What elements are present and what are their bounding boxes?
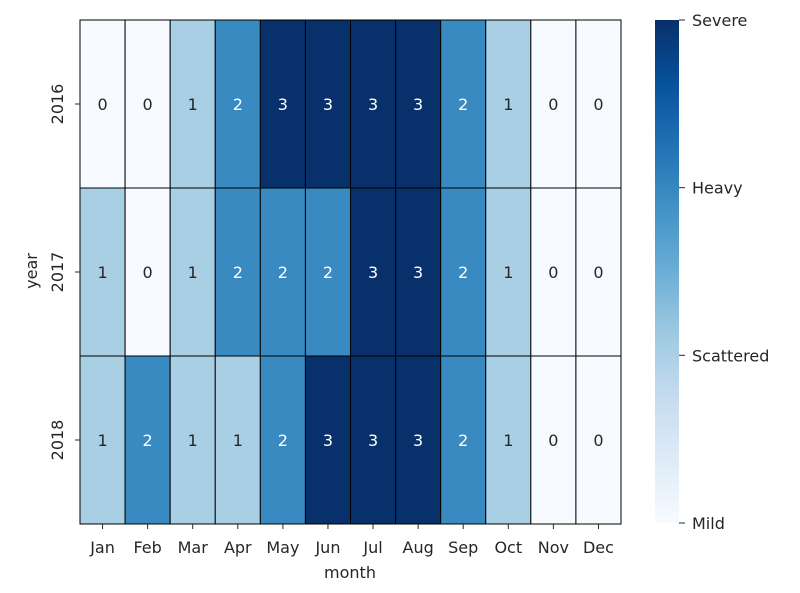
cell-value-label: 2 xyxy=(233,263,243,282)
x-tick-label: Sep xyxy=(448,538,478,557)
cell-value-label: 1 xyxy=(503,431,513,450)
heatmap-cell xyxy=(214,355,261,525)
cell-value-label: 1 xyxy=(97,431,107,450)
heatmap-cell xyxy=(530,355,577,525)
heatmap-cell xyxy=(124,187,171,357)
heatmap-cell xyxy=(214,19,261,189)
cell-value-label: 2 xyxy=(458,95,468,114)
y-tick-label: 2016 xyxy=(48,84,67,125)
y-tick-label: 2018 xyxy=(48,420,67,461)
x-axis: Jan Feb Mar Apr May Jun Jul Aug Sep Oct Nov Dec xyxy=(89,524,614,557)
cell-value-label: 3 xyxy=(368,431,378,450)
heatmap-cell xyxy=(350,355,397,525)
x-tick-label: Feb xyxy=(133,538,161,557)
cell-value-label: 3 xyxy=(278,95,288,114)
cell-value-label: 3 xyxy=(413,95,423,114)
x-tick-label: Aug xyxy=(403,538,434,557)
cell-value-label: 0 xyxy=(97,95,107,114)
heatmap-cell xyxy=(530,187,577,357)
cell-value-label: 0 xyxy=(548,95,558,114)
colorbar-tick-label: Severe xyxy=(692,11,747,30)
cell-value-label: 0 xyxy=(143,95,153,114)
colorbar-gradient xyxy=(655,20,679,523)
cell-value-label: 2 xyxy=(458,263,468,282)
cell-value-label: 2 xyxy=(278,431,288,450)
heatmap-cell xyxy=(440,187,487,357)
cell-value-label: 1 xyxy=(503,263,513,282)
x-tick-label: Oct xyxy=(494,538,522,557)
x-tick-label: Nov xyxy=(538,538,569,557)
heatmap-cell xyxy=(575,355,622,525)
heatmap-cell xyxy=(79,19,126,189)
heatmap-cell xyxy=(575,187,622,357)
x-tick-label: Apr xyxy=(224,538,252,557)
cell-value-label: 0 xyxy=(593,95,603,114)
cell-value-label: 3 xyxy=(323,431,333,450)
cell-value-label: 1 xyxy=(233,431,243,450)
heatmap-cell xyxy=(259,355,306,525)
y-tick-label: 2017 xyxy=(48,252,67,293)
colorbar-tick-label: Mild xyxy=(692,514,725,533)
heatmap-cell xyxy=(124,19,171,189)
heatmap-cell xyxy=(304,187,351,357)
x-tick-label: Jun xyxy=(314,538,340,557)
heatmap-cell xyxy=(350,187,397,357)
cell-value-label: 3 xyxy=(323,95,333,114)
cell-value-label: 2 xyxy=(458,431,468,450)
colorbar-tick-label: Scattered xyxy=(692,346,769,365)
heatmap-cell xyxy=(485,19,532,189)
y-axis: 2016 2017 2018 xyxy=(48,84,80,461)
heatmap-cell xyxy=(259,187,306,357)
heatmap-cell xyxy=(395,187,442,357)
cell-value-label: 1 xyxy=(188,431,198,450)
cell-value-label: 1 xyxy=(503,95,513,114)
heatmap-cell xyxy=(395,19,442,189)
cell-value-label: 3 xyxy=(413,431,423,450)
x-tick-label: Mar xyxy=(178,538,209,557)
cell-value-label: 1 xyxy=(97,263,107,282)
cell-value-label: 2 xyxy=(143,431,153,450)
x-axis-label: month xyxy=(324,563,376,582)
cell-value-label: 0 xyxy=(143,263,153,282)
cell-value-label: 2 xyxy=(278,263,288,282)
cell-value-label: 0 xyxy=(548,263,558,282)
cell-value-label: 0 xyxy=(593,431,603,450)
heatmap-cell xyxy=(79,355,126,525)
cell-value-label: 0 xyxy=(593,263,603,282)
cell-value-label: 3 xyxy=(368,95,378,114)
heatmap-cells: 0 0 1 2 3 3 3 3 2 1 0 0 1 0 1 2 2 2 3 3 2 1 0 0 1 2 1 1 2 3 3 3 2 1 0 0 xyxy=(79,19,622,525)
heatmap-cell xyxy=(169,19,216,189)
x-tick-label: Dec xyxy=(583,538,614,557)
y-axis-label: year xyxy=(22,253,41,289)
cell-value-label: 2 xyxy=(323,263,333,282)
colorbar: Mild Scattered Heavy Severe xyxy=(655,11,769,533)
cell-value-label: 1 xyxy=(188,263,198,282)
cell-value-label: 0 xyxy=(548,431,558,450)
cell-value-label: 1 xyxy=(188,95,198,114)
cell-value-label: 3 xyxy=(368,263,378,282)
x-tick-label: Jul xyxy=(362,538,382,557)
heatmap-cell xyxy=(304,19,351,189)
heatmap-cell xyxy=(214,187,261,357)
cell-value-label: 3 xyxy=(413,263,423,282)
heatmap-cell xyxy=(169,355,216,525)
colorbar-tick-label: Heavy xyxy=(692,179,743,198)
cell-value-label: 2 xyxy=(233,95,243,114)
x-tick-label: May xyxy=(266,538,299,557)
x-tick-label: Jan xyxy=(89,538,115,557)
heatmap-cell xyxy=(485,187,532,357)
heatmap-cell xyxy=(575,19,622,189)
